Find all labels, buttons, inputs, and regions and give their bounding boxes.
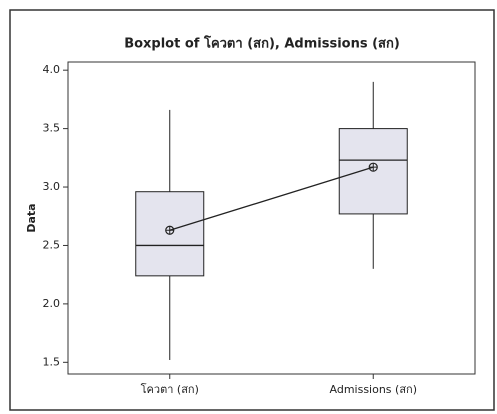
x-tick-label: โควตา (สก) (141, 382, 199, 396)
y-axis-label: Data (25, 203, 38, 232)
y-tick-label: 3.5 (43, 122, 61, 135)
chart-title: Boxplot of โควตา (สก), Admissions (สก) (124, 35, 400, 52)
plot-frame (67, 61, 476, 375)
y-tick-label: 4.0 (43, 63, 61, 76)
y-tick-label: 2.0 (43, 297, 61, 310)
mean-cross (369, 163, 378, 172)
mean-line (169, 166, 374, 231)
mean-cross (165, 226, 174, 235)
y-tick-label: 1.5 (43, 355, 61, 368)
x-tick-label: Admissions (สก) (330, 383, 418, 396)
y-tick-label: 2.5 (43, 238, 61, 251)
y-tick-label: 3.0 (43, 180, 61, 193)
